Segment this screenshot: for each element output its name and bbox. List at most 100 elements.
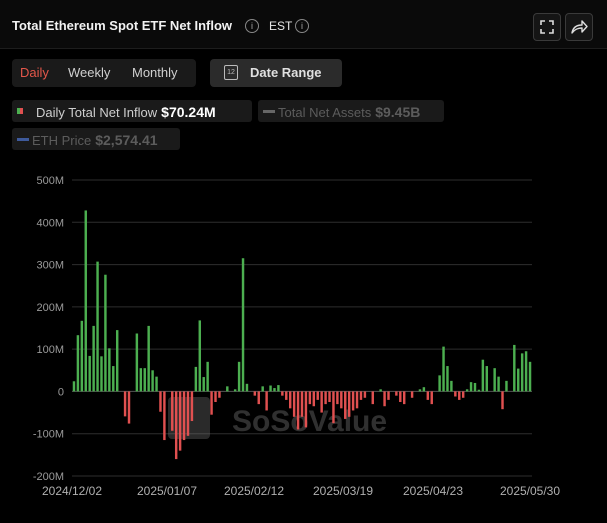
bar <box>481 359 485 392</box>
bar <box>123 391 127 417</box>
timezone-info-icon[interactable]: i <box>295 19 309 33</box>
legend-label-assets: Total Net Assets <box>278 105 372 120</box>
chart-title: Total Ethereum Spot ETF Net Inflow <box>12 18 233 33</box>
bar <box>477 389 481 392</box>
tab-daily[interactable]: Daily <box>20 65 49 80</box>
bar <box>387 391 390 400</box>
legend-value-daily: $70.24M <box>161 104 216 120</box>
bar <box>418 389 422 392</box>
bar <box>210 391 213 415</box>
bar <box>72 381 76 392</box>
bar <box>281 391 284 396</box>
bar <box>178 391 182 451</box>
bar <box>147 325 150 392</box>
timezone-label[interactable]: EST <box>269 19 293 33</box>
bar <box>115 330 119 392</box>
x-tick-label: 2025/01/07 <box>137 484 197 498</box>
y-tick-label: 400M <box>36 217 64 229</box>
x-tick-label: 2025/02/12 <box>224 484 284 498</box>
bar <box>84 210 87 392</box>
bar <box>493 368 496 392</box>
bar <box>461 391 465 398</box>
bar <box>422 387 426 392</box>
expand-button[interactable] <box>533 13 561 41</box>
bar <box>265 391 268 411</box>
bar <box>194 366 198 392</box>
watermark-text: SoSoValue <box>232 405 387 438</box>
bar <box>469 382 473 392</box>
x-axis-labels: 2024/12/02 2025/01/07 2025/02/12 2025/03/19… <box>42 484 560 498</box>
bar <box>312 391 316 407</box>
y-tick-label: 200M <box>36 302 64 314</box>
bar <box>88 355 91 392</box>
bar-chart: 500M 400M 300M 200M 100M 0 -100M -200M SoSoValu… <box>33 175 561 498</box>
period-tabs: Daily Weekly Monthly <box>12 59 196 87</box>
bar <box>108 348 111 392</box>
bar <box>517 368 520 392</box>
bar <box>171 391 174 431</box>
y-tick-label: 300M <box>36 260 64 272</box>
legend-eth-price[interactable]: ETH Price $2,574.41 <box>12 128 180 150</box>
bar <box>336 391 339 405</box>
legend-value-eth: $2,574.41 <box>95 132 158 148</box>
bar <box>143 368 146 392</box>
bar <box>351 391 355 411</box>
bar <box>104 274 107 392</box>
bar <box>332 391 335 424</box>
date-range-label: Date Range <box>250 65 322 80</box>
bar <box>163 391 166 441</box>
bar <box>151 370 154 392</box>
bar <box>186 391 190 436</box>
bar <box>226 386 229 392</box>
tab-weekly[interactable]: Weekly <box>68 65 111 80</box>
bar <box>363 391 367 398</box>
y-tick-label: 100M <box>36 344 64 356</box>
bar <box>359 391 363 400</box>
bar <box>273 388 276 392</box>
bar <box>497 376 500 392</box>
y-tick-label: -100M <box>33 429 64 441</box>
bar <box>127 391 131 424</box>
legend-swatch-daily <box>17 108 23 114</box>
bar <box>112 366 115 392</box>
legend-total-net-assets[interactable]: Total Net Assets $9.45B <box>258 100 444 122</box>
bar <box>269 385 272 392</box>
bar <box>190 391 194 422</box>
info-icon[interactable]: i <box>245 19 259 33</box>
bar <box>430 391 433 405</box>
bar <box>135 333 139 392</box>
bar <box>96 261 99 392</box>
bar <box>410 391 414 398</box>
y-tick-label: -200M <box>33 471 64 483</box>
bar <box>442 346 445 392</box>
share-button[interactable] <box>565 13 593 41</box>
bar <box>383 391 386 407</box>
watermark: SoSoValue <box>168 397 387 439</box>
bar <box>426 391 430 400</box>
bar <box>485 366 489 392</box>
bar <box>292 391 296 417</box>
bar <box>355 391 359 409</box>
bar <box>241 258 245 392</box>
chart-header: Total Ethereum Spot ETF Net Inflow i EST… <box>0 0 607 49</box>
bar <box>261 386 264 392</box>
bar <box>300 391 304 417</box>
date-range-button[interactable]: 12 Date Range <box>210 59 342 87</box>
bar <box>446 366 449 392</box>
bar <box>438 375 441 392</box>
bar <box>174 391 178 460</box>
share-icon <box>571 20 588 34</box>
bar <box>528 361 532 392</box>
bar <box>257 391 260 405</box>
bar <box>80 320 84 392</box>
bar <box>245 383 249 392</box>
bar <box>285 391 288 400</box>
bar <box>524 351 528 392</box>
bar <box>198 320 201 392</box>
tab-monthly[interactable]: Monthly <box>132 65 178 80</box>
x-tick-label: 2024/12/02 <box>42 484 102 498</box>
expand-icon <box>540 20 554 34</box>
legend-daily-inflow[interactable]: Daily Total Net Inflow $70.24M <box>12 100 252 122</box>
bar <box>76 335 80 392</box>
bar <box>233 389 237 392</box>
